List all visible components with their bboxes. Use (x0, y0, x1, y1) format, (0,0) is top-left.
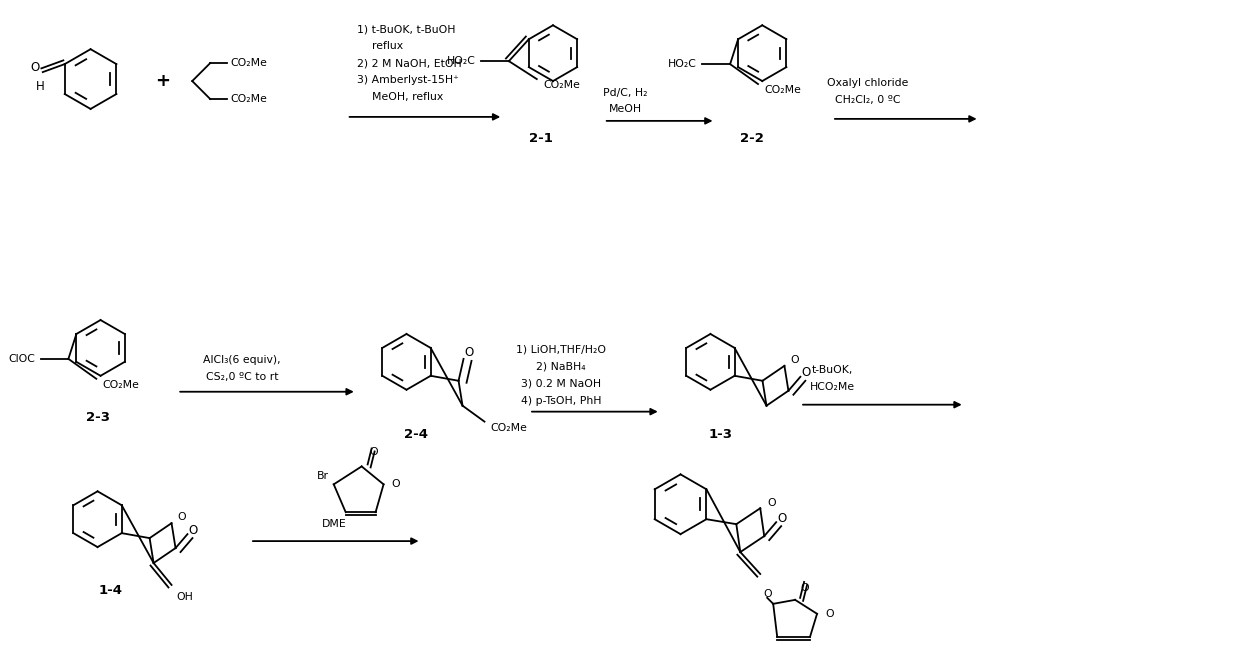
Text: O: O (801, 583, 810, 593)
Text: CO₂Me: CO₂Me (102, 380, 139, 390)
Text: Oxalyl chloride: Oxalyl chloride (827, 78, 909, 88)
Text: HO₂C: HO₂C (448, 56, 476, 66)
Text: CO₂Me: CO₂Me (491, 422, 527, 432)
Text: CO₂Me: CO₂Me (231, 94, 267, 104)
Text: ClOC: ClOC (9, 354, 36, 364)
Text: 2-3: 2-3 (86, 411, 109, 424)
Text: O: O (370, 447, 378, 457)
Text: O: O (177, 512, 186, 522)
Text: t-BuOK,: t-BuOK, (811, 365, 853, 375)
Text: OH: OH (176, 592, 193, 602)
Text: CO₂Me: CO₂Me (764, 85, 801, 95)
Text: CH₂Cl₂, 0 ºC: CH₂Cl₂, 0 ºC (836, 95, 900, 105)
Text: 4) p-TsOH, PhH: 4) p-TsOH, PhH (521, 395, 601, 406)
Text: O: O (790, 355, 799, 365)
Text: O: O (768, 498, 776, 508)
Text: H: H (36, 80, 45, 93)
Text: 1) LiOH,THF/H₂O: 1) LiOH,THF/H₂O (516, 345, 606, 355)
Text: O: O (802, 367, 811, 379)
Text: MeOH, reflux: MeOH, reflux (372, 92, 443, 102)
Text: O: O (464, 346, 474, 359)
Text: HO₂C: HO₂C (668, 59, 697, 69)
Text: reflux: reflux (372, 41, 403, 51)
Text: Br: Br (316, 471, 329, 482)
Text: 1-3: 1-3 (708, 428, 733, 441)
Text: CO₂Me: CO₂Me (544, 80, 580, 90)
Text: 3) Amberlyst-15H⁺: 3) Amberlyst-15H⁺ (357, 75, 459, 85)
Text: CS₂,0 ºC to rt: CS₂,0 ºC to rt (206, 372, 278, 382)
Text: O: O (763, 589, 771, 599)
Text: 2-1: 2-1 (529, 132, 553, 145)
Text: HCO₂Me: HCO₂Me (810, 382, 854, 392)
Text: DME: DME (322, 519, 347, 529)
Text: +: + (155, 72, 170, 90)
Text: MeOH: MeOH (609, 104, 642, 114)
Text: Pd/C, H₂: Pd/C, H₂ (604, 88, 649, 98)
Text: 2-2: 2-2 (740, 132, 764, 145)
Text: 1-4: 1-4 (98, 584, 123, 597)
Text: O: O (30, 61, 40, 74)
Text: 1) t-BuOK, t-BuOH: 1) t-BuOK, t-BuOH (357, 24, 455, 34)
Text: 2) 2 M NaOH, EtOH: 2) 2 M NaOH, EtOH (357, 58, 461, 68)
Text: O: O (392, 479, 401, 490)
Text: O: O (825, 609, 833, 619)
Text: 2) NaBH₄: 2) NaBH₄ (536, 362, 585, 372)
Text: 3) 0.2 M NaOH: 3) 0.2 M NaOH (521, 379, 601, 389)
Text: CO₂Me: CO₂Me (231, 58, 267, 68)
Text: 2-4: 2-4 (404, 428, 429, 441)
Text: O: O (188, 524, 198, 537)
Text: AlCl₃(6 equiv),: AlCl₃(6 equiv), (203, 355, 281, 365)
Text: O: O (777, 512, 787, 524)
